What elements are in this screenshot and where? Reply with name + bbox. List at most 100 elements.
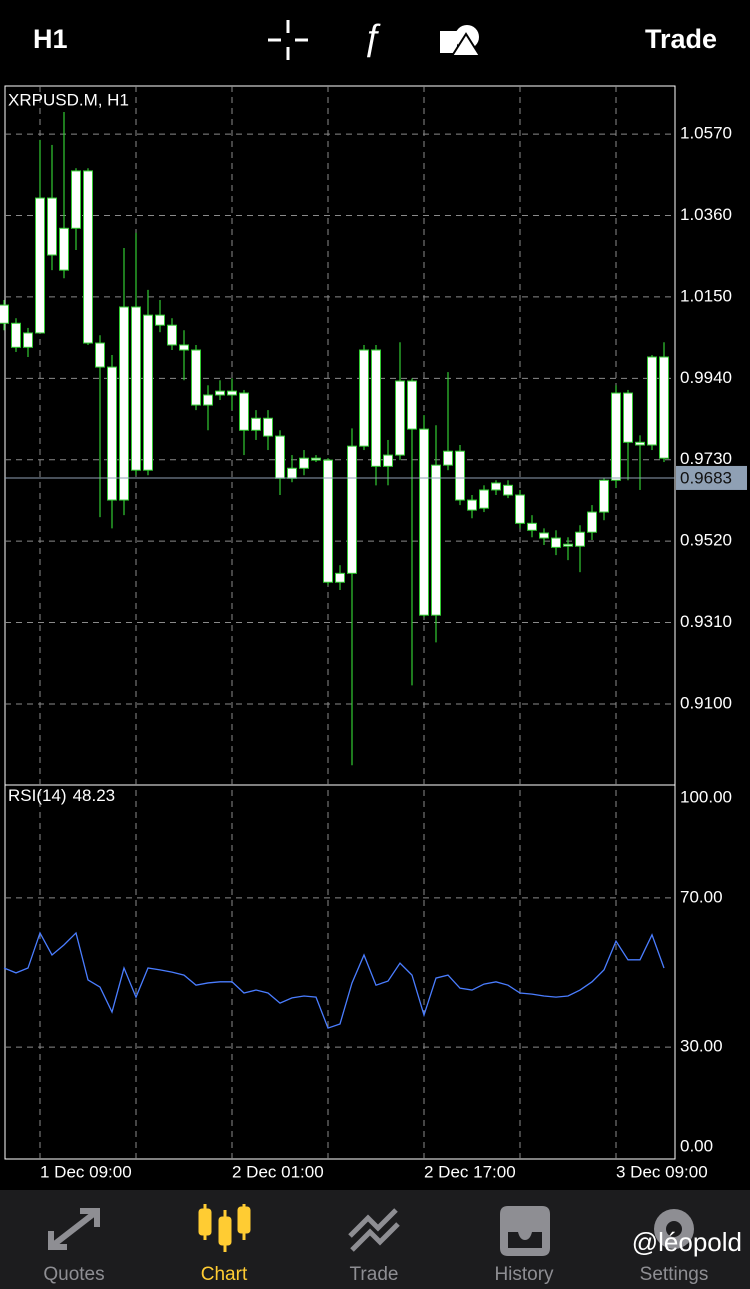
candle-body: [83, 170, 93, 344]
watermark: @léopold: [632, 1227, 742, 1257]
price-panel-border: [4, 85, 676, 786]
x-tick-label: 2 Dec 17:00: [424, 1162, 516, 1181]
candle-body: [563, 543, 573, 547]
tab-label[interactable]: Settings: [640, 1264, 709, 1285]
last-price-label: 0.9683: [680, 468, 732, 487]
y-tick-label: 0.9730: [680, 449, 732, 468]
rsi-title: RSI(14) 48.23: [8, 786, 115, 805]
candle-body: [575, 531, 585, 547]
crosshair-icon[interactable]: [268, 20, 308, 60]
candle-body: [263, 417, 273, 437]
candle-body: [659, 356, 669, 459]
candle-body: [635, 441, 645, 446]
candle-body: [131, 306, 141, 471]
candle-body: [11, 322, 21, 348]
y-tick-label: 1.0150: [680, 286, 732, 305]
candle-body: [47, 197, 57, 256]
candle-body: [311, 457, 321, 461]
x-tick-label: 3 Dec 09:00: [616, 1162, 708, 1181]
candle-body: [623, 392, 633, 443]
y-tick-label: 100.00: [680, 787, 732, 806]
rsi-line: [3, 931, 665, 1029]
last-price-box: [676, 465, 747, 490]
candle-body: [203, 394, 213, 406]
candle-body: [527, 522, 537, 531]
x-tick-label: 1 Dec 09:00: [40, 1162, 132, 1181]
candle-body: [587, 511, 597, 533]
tab-label[interactable]: Chart: [201, 1264, 248, 1285]
candle-body: [467, 499, 477, 511]
candle-body: [491, 482, 501, 491]
rsi-current: 48.23: [73, 786, 116, 805]
candle-body: [323, 459, 333, 583]
candle-body: [455, 450, 465, 501]
candle-body: [359, 349, 369, 447]
timeframe-button[interactable]: H1: [33, 24, 68, 54]
candle-body: [443, 450, 453, 466]
candle-body: [287, 467, 297, 479]
candle-body: [383, 454, 393, 467]
y-tick-label: 1.0360: [680, 205, 732, 224]
y-tick-label: 70.00: [680, 887, 723, 906]
tab-label[interactable]: Quotes: [43, 1264, 104, 1285]
history-icon: [500, 1206, 550, 1256]
chart-icon: [198, 1204, 251, 1252]
candle-body: [143, 314, 153, 471]
trade-button[interactable]: Trade: [645, 24, 717, 54]
candle-body: [419, 428, 429, 616]
candle-body: [35, 197, 45, 334]
candle-body: [347, 445, 357, 574]
candle-body: [275, 435, 285, 479]
rsi-name: RSI(14): [8, 786, 67, 805]
tab-label[interactable]: History: [494, 1264, 554, 1285]
trade-icon: [348, 1208, 400, 1252]
candle-body: [299, 457, 309, 469]
plot-layer: 1 Dec 09:00 2 Dec 01:00 2 Dec 17:00 3 Dec 0…: [0, 86, 747, 1181]
quotes-icon: [48, 1208, 100, 1250]
rsi-panel-border: [4, 784, 676, 1160]
candle-body: [479, 489, 489, 509]
settings-icon: [654, 1209, 694, 1249]
candle-body: [59, 227, 69, 271]
candle-body: [335, 572, 345, 583]
candle-body: [647, 356, 657, 446]
candle-body: [539, 532, 549, 539]
y-tick-label: 0.9520: [680, 531, 732, 550]
candle-body: [395, 380, 405, 456]
candle-body: [215, 390, 225, 396]
candle-body: [503, 484, 513, 496]
indicators-icon[interactable]: ƒ: [362, 17, 382, 59]
objects-icon[interactable]: [440, 25, 482, 57]
y-tick-label: 0.9100: [680, 693, 732, 712]
candle-body: [407, 380, 417, 430]
candle-body: [227, 390, 237, 396]
candle-body: [599, 479, 609, 513]
y-tick-label: 0.9940: [680, 368, 732, 387]
candle-body: [71, 170, 81, 229]
y-tick-label: 0.9310: [680, 612, 732, 631]
candle-body: [107, 366, 117, 501]
candle-body: [23, 332, 33, 348]
candle-body: [191, 349, 201, 406]
candle-body: [239, 392, 249, 431]
candle-body: [167, 324, 177, 346]
chart-title: XRPUSD.M, H1: [8, 90, 129, 109]
y-tick-label: 30.00: [680, 1037, 723, 1056]
candle-body: [251, 417, 261, 431]
y-tick-label: 1.0570: [680, 124, 732, 143]
candle-body: [611, 392, 621, 481]
x-tick-label: 2 Dec 01:00: [232, 1162, 324, 1181]
candle-body: [119, 306, 129, 501]
candle-body: [0, 304, 9, 324]
candle-body: [179, 344, 189, 351]
candle-body: [155, 314, 165, 326]
candle-body: [431, 464, 441, 616]
y-tick-label: 0.00: [680, 1136, 713, 1155]
candle-body: [551, 537, 561, 548]
tab-label[interactable]: Trade: [350, 1264, 399, 1285]
candle-body: [371, 349, 381, 467]
candle-body: [515, 494, 525, 524]
tab-labels: Quotes Chart Trade History Settings: [43, 1264, 708, 1285]
